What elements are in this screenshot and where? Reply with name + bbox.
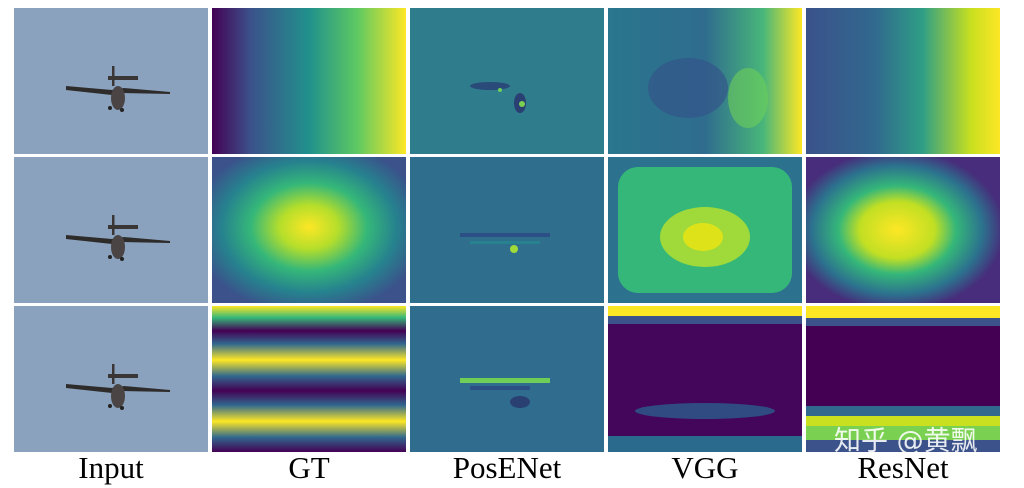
column-label-gt: GT	[288, 450, 330, 485]
airplane-icon	[66, 364, 170, 410]
posenet-map-row1	[410, 8, 604, 154]
posenet-map-row3	[410, 306, 604, 452]
input-image-row3	[14, 306, 208, 452]
resnet-map-row2	[806, 157, 1000, 303]
column-label-resnet: ResNet	[857, 450, 949, 485]
posenet-map-row2	[410, 157, 604, 303]
resnet-map-row3	[806, 306, 1000, 452]
vgg-map-row3	[608, 306, 802, 452]
resnet-map-row1	[806, 8, 1000, 154]
airplane-icon	[66, 66, 170, 112]
gt-map-row1	[212, 8, 406, 154]
gt-map-row2	[212, 157, 406, 303]
airplane-icon	[66, 215, 170, 261]
watermark: 知乎 @黄飘	[834, 426, 978, 457]
vgg-map-row1	[608, 8, 802, 154]
gt-map-row3	[212, 306, 406, 452]
column-label-vgg: VGG	[671, 450, 739, 485]
vgg-map-row2	[608, 157, 802, 303]
column-label-input: Input	[78, 450, 144, 485]
input-image-row2	[14, 157, 208, 303]
column-label-posenet: PosENet	[452, 450, 562, 485]
input-image-row1	[14, 8, 208, 154]
